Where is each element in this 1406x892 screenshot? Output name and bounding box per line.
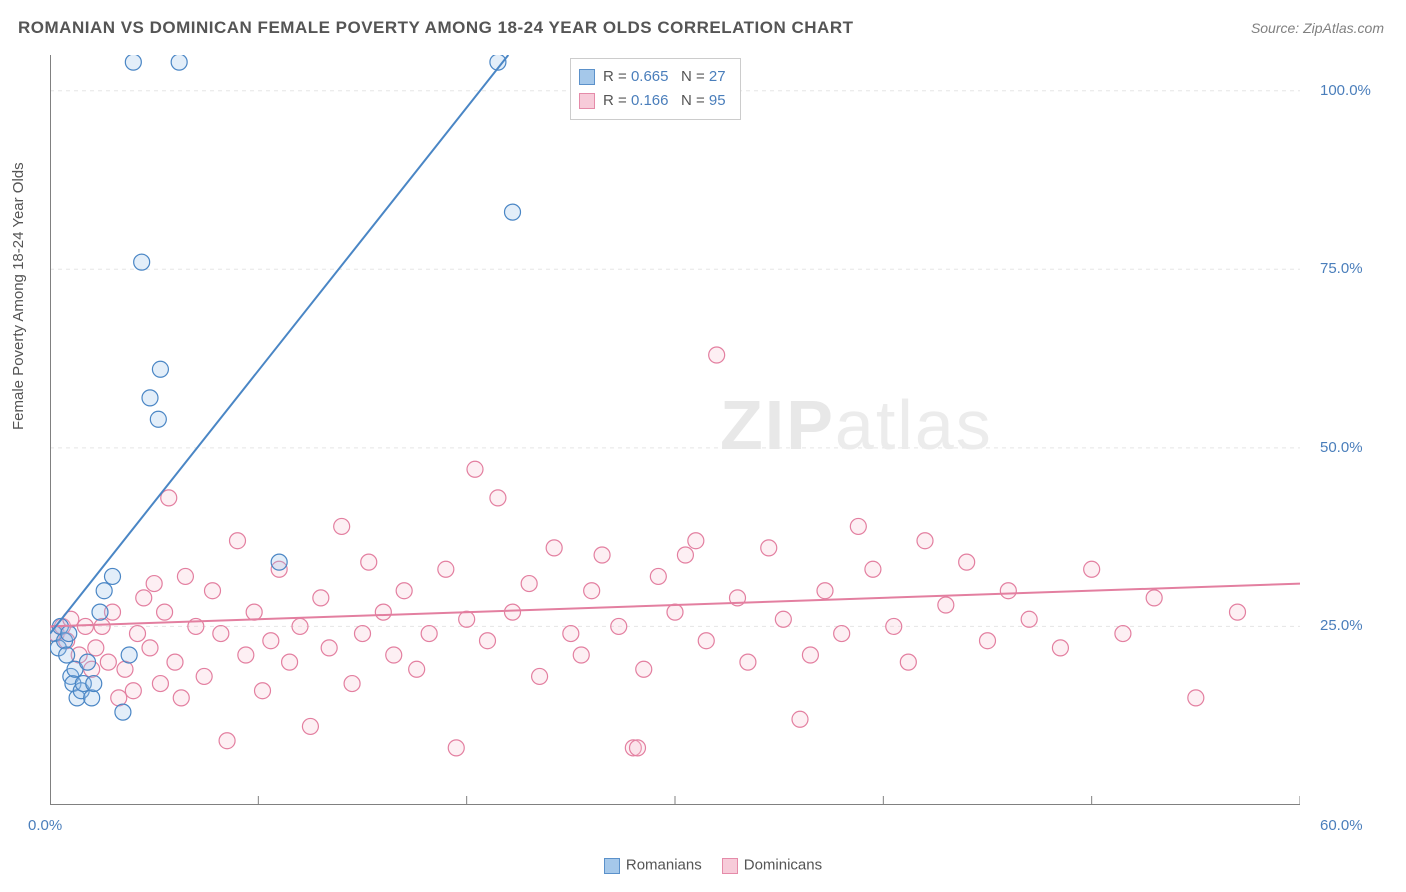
legend-r-value: 0.665	[631, 68, 669, 85]
legend-n-label: N =	[668, 92, 708, 109]
legend-r-value: 0.166	[631, 92, 669, 109]
correlation-legend: R = 0.665 N = 27R = 0.166 N = 95	[570, 58, 741, 120]
source-link[interactable]: ZipAtlas.com	[1303, 20, 1384, 36]
legend-row: R = 0.665 N = 27	[579, 65, 726, 89]
legend-n-label: N =	[668, 68, 708, 85]
series-name: Romanians	[626, 857, 702, 874]
x-tick-label: 60.0%	[1320, 817, 1363, 834]
legend-row: R = 0.166 N = 95	[579, 89, 726, 113]
series-swatch	[604, 858, 620, 874]
chart-area: ZIPatlas R = 0.665 N = 27R = 0.166 N = 9…	[50, 55, 1300, 805]
series-name: Dominicans	[744, 857, 822, 874]
chart-title: ROMANIAN VS DOMINICAN FEMALE POVERTY AMO…	[18, 18, 853, 38]
legend-r-label: R =	[603, 92, 631, 109]
legend-r-label: R =	[603, 68, 631, 85]
scatter-plot-svg	[50, 55, 1300, 805]
series-legend: Romanians Dominicans	[0, 856, 1406, 874]
y-tick-label: 25.0%	[1320, 617, 1363, 634]
x-tick-label: 0.0%	[28, 817, 62, 834]
source-attribution: Source: ZipAtlas.com	[1251, 20, 1384, 36]
legend-n-value: 95	[709, 92, 726, 109]
y-tick-label: 50.0%	[1320, 439, 1363, 456]
legend-n-value: 27	[709, 68, 726, 85]
y-axis-label: Female Poverty Among 18-24 Year Olds	[10, 162, 27, 430]
legend-swatch	[579, 69, 595, 85]
y-tick-label: 75.0%	[1320, 260, 1363, 277]
series-swatch	[722, 858, 738, 874]
y-tick-label: 100.0%	[1320, 82, 1371, 99]
source-prefix: Source:	[1251, 20, 1303, 36]
legend-swatch	[579, 93, 595, 109]
